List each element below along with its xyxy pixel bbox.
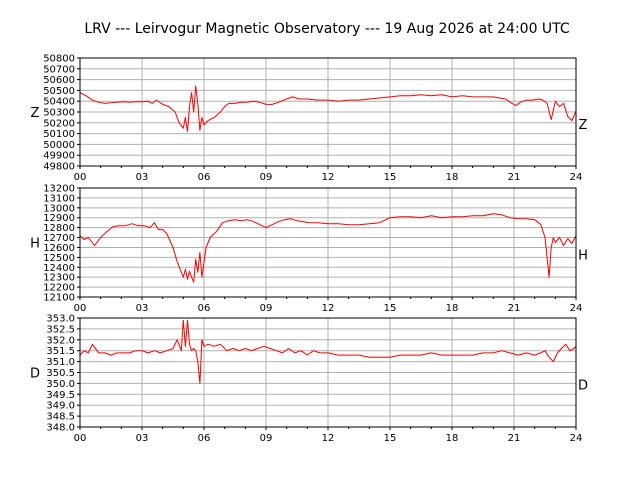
y-tick-label: 351.0 xyxy=(46,357,75,368)
x-tick-label: 24 xyxy=(570,303,583,314)
x-tick-label: 18 xyxy=(446,172,459,183)
x-tick-label: 06 xyxy=(198,303,211,314)
x-tick-label: 24 xyxy=(570,172,583,183)
x-tick-label: 24 xyxy=(570,433,583,444)
y-tick-label: 12800 xyxy=(43,223,75,234)
x-tick-label: 21 xyxy=(508,172,521,183)
y-tick-label: 349.0 xyxy=(46,401,75,412)
y-tick-label: 49900 xyxy=(43,151,75,162)
x-tick-label: 18 xyxy=(446,433,459,444)
y-tick-label: 50500 xyxy=(43,86,75,97)
x-tick-label: 21 xyxy=(508,303,521,314)
y-tick-label: 12700 xyxy=(43,233,75,244)
y-tick-label: 351.5 xyxy=(46,346,75,357)
x-tick-label: 09 xyxy=(260,303,273,314)
plot-frame xyxy=(79,187,577,298)
y-tick-label: 50200 xyxy=(43,118,75,129)
x-tick-label: 15 xyxy=(384,433,397,444)
y-tick-label: 353.0 xyxy=(46,314,75,325)
y-tick-label: 350.5 xyxy=(46,368,75,379)
x-tick-label: 00 xyxy=(74,433,87,444)
y-tick-label: 49800 xyxy=(43,162,75,173)
y-tick-label: 350.0 xyxy=(46,379,75,390)
y-tick-label: 13100 xyxy=(43,193,75,204)
plot-frame xyxy=(79,57,577,167)
x-tick-label: 06 xyxy=(198,433,211,444)
y-tick-label: 348.5 xyxy=(46,412,75,423)
y-tick-label: 50300 xyxy=(43,108,75,119)
y-tick-label: 12400 xyxy=(43,263,75,274)
y-tick-label: 12500 xyxy=(43,253,75,264)
y-tick-label: 50400 xyxy=(43,97,75,108)
component-label-right: Z xyxy=(579,118,588,133)
x-tick-label: 09 xyxy=(260,172,273,183)
x-tick-label: 03 xyxy=(136,303,149,314)
x-tick-label: 21 xyxy=(508,433,521,444)
y-tick-label: 12200 xyxy=(43,283,75,294)
component-label-left: H xyxy=(30,237,40,252)
y-tick-label: 50600 xyxy=(43,75,75,86)
x-tick-label: 00 xyxy=(74,172,87,183)
component-label-left: D xyxy=(30,367,40,382)
y-tick-label: 352.5 xyxy=(46,324,75,335)
x-tick-label: 03 xyxy=(136,172,149,183)
y-tick-label: 50800 xyxy=(43,54,75,65)
component-label-left: Z xyxy=(31,106,40,121)
panel-d: 348.0348.5349.0349.5350.0350.5351.0351.5… xyxy=(30,314,588,445)
x-tick-label: 15 xyxy=(384,303,397,314)
x-tick-label: 15 xyxy=(384,172,397,183)
x-tick-label: 18 xyxy=(446,303,459,314)
series-line-h-0 xyxy=(79,213,577,283)
x-tick-label: 06 xyxy=(198,172,211,183)
y-tick-label: 13000 xyxy=(43,203,75,214)
y-tick-label: 13200 xyxy=(43,184,75,195)
chart-title: LRV --- Leirvogur Magnetic Observatory -… xyxy=(84,21,570,37)
series-line-z-0 xyxy=(79,85,577,132)
x-tick-label: 09 xyxy=(260,433,273,444)
y-tick-label: 12600 xyxy=(43,243,75,254)
x-tick-label: 03 xyxy=(136,433,149,444)
y-tick-label: 50000 xyxy=(43,140,75,151)
x-tick-label: 12 xyxy=(322,303,335,314)
y-tick-label: 12300 xyxy=(43,273,75,284)
y-tick-label: 50700 xyxy=(43,64,75,75)
x-tick-label: 12 xyxy=(322,172,335,183)
panel-z: 4980049900500005010050200503005040050500… xyxy=(31,54,588,184)
y-tick-label: 12900 xyxy=(43,213,75,224)
y-tick-label: 349.5 xyxy=(46,390,75,401)
series-line-d-0 xyxy=(79,319,577,384)
panels: 4980049900500005010050200503005040050500… xyxy=(30,54,588,445)
y-tick-label: 12100 xyxy=(43,293,75,304)
panel-h: 1210012200123001240012500126001270012800… xyxy=(30,184,588,315)
plot-frame xyxy=(79,317,577,428)
x-tick-label: 12 xyxy=(322,433,335,444)
x-tick-label: 00 xyxy=(74,303,87,314)
y-tick-label: 50100 xyxy=(43,129,75,140)
component-label-right: D xyxy=(578,379,588,394)
y-tick-label: 348.0 xyxy=(46,423,75,434)
component-label-right: H xyxy=(578,249,588,264)
y-tick-label: 352.0 xyxy=(46,335,75,346)
